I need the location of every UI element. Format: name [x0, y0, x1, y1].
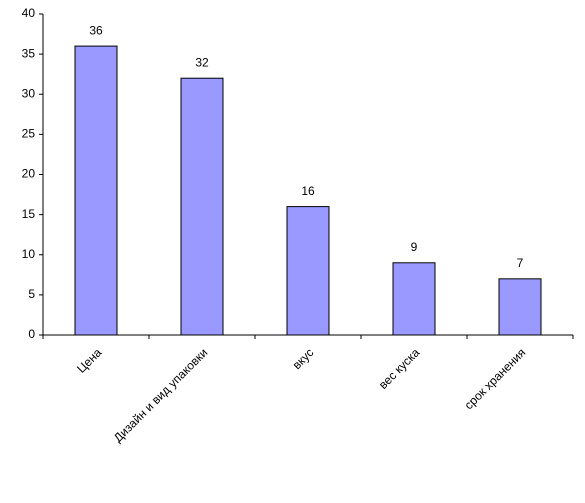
y-tick-label: 15 — [22, 207, 36, 221]
x-tick-label: вес куска — [376, 345, 423, 392]
y-tick-label: 0 — [28, 327, 35, 341]
bar — [392, 262, 436, 336]
value-label: 16 — [301, 184, 315, 198]
y-tick-label: 10 — [22, 247, 36, 261]
x-tick-label: вкус — [290, 345, 317, 372]
bar — [498, 278, 542, 336]
x-tick-label: Цена — [74, 345, 105, 376]
y-tick-label: 40 — [22, 6, 36, 20]
bar — [286, 206, 330, 336]
value-label: 32 — [195, 55, 209, 69]
y-tick-label: 5 — [28, 287, 35, 301]
value-label: 36 — [89, 23, 103, 37]
y-tick-label: 20 — [22, 167, 36, 181]
value-label: 9 — [411, 240, 418, 254]
y-tick-label: 35 — [22, 46, 36, 60]
x-tick-label: срок хранения — [462, 345, 529, 412]
x-tick-label: Дизайн и вид упаковки — [111, 345, 210, 444]
value-label: 7 — [517, 256, 524, 270]
y-tick-label: 25 — [22, 127, 36, 141]
bar — [180, 77, 224, 336]
y-tick-label: 30 — [22, 86, 36, 100]
bar — [74, 45, 118, 336]
